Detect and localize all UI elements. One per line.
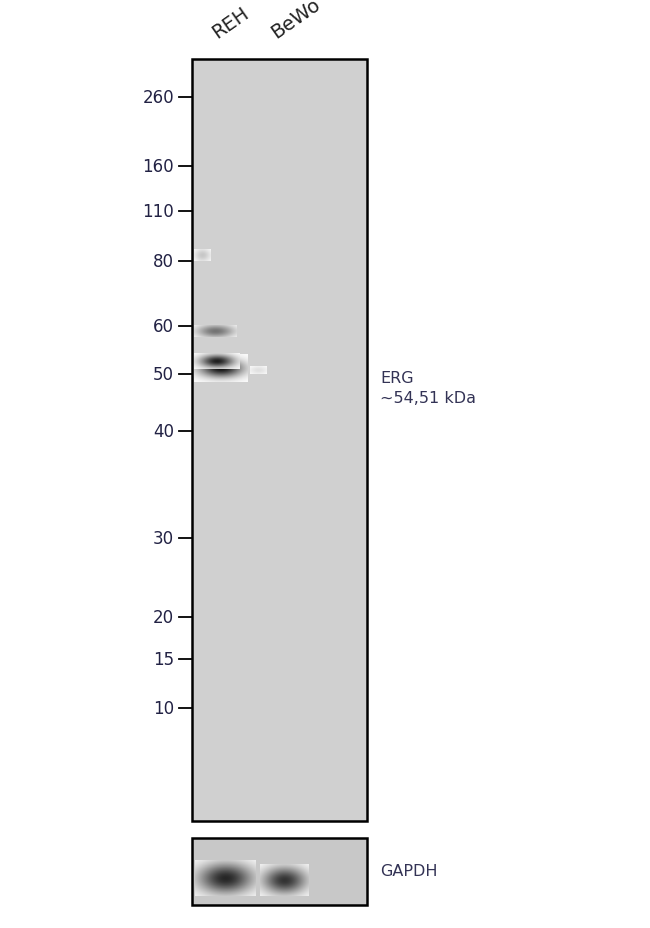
Text: 160: 160: [142, 158, 174, 176]
Text: BeWo: BeWo: [268, 0, 324, 42]
Text: 10: 10: [153, 699, 174, 717]
Bar: [192, 60, 367, 821]
Bar: [192, 838, 367, 905]
Text: ERG
~54,51 kDa: ERG ~54,51 kDa: [380, 370, 476, 406]
Text: GAPDH: GAPDH: [380, 863, 437, 878]
Text: 20: 20: [153, 608, 174, 626]
Text: 260: 260: [142, 88, 174, 107]
Text: 40: 40: [153, 422, 174, 441]
Text: 80: 80: [153, 252, 174, 271]
Text: 15: 15: [153, 650, 174, 668]
Text: REH: REH: [209, 3, 253, 42]
Text: 60: 60: [153, 317, 174, 336]
Text: 30: 30: [153, 529, 174, 548]
Text: 50: 50: [153, 366, 174, 384]
Text: 110: 110: [142, 202, 174, 221]
